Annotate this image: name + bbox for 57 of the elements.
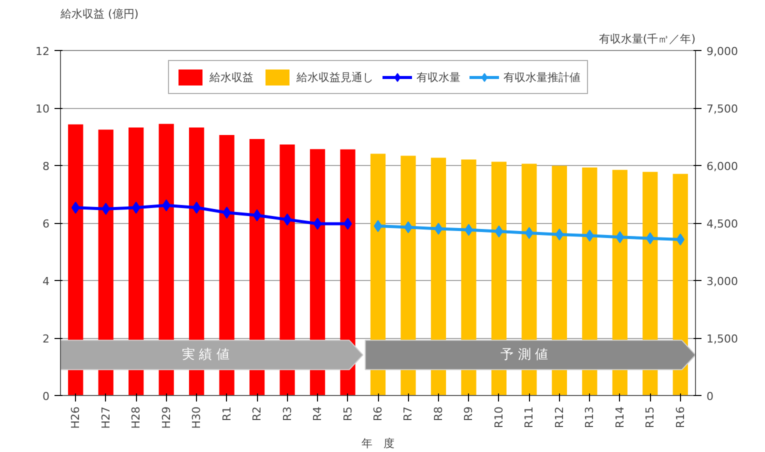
y2-axis-title: 有収水量(千㎥／年) — [598, 32, 696, 46]
y-tick-label: 10 — [36, 102, 50, 116]
y-axis-title: 給水収益 (億円) — [60, 8, 139, 20]
x-tick-label: R3 — [280, 406, 294, 422]
point — [102, 202, 110, 215]
x-tick-label: R6 — [372, 406, 384, 422]
y-tick-label: 6 — [42, 218, 50, 230]
x-tick-label: R11 — [522, 406, 536, 428]
x-tick-label: R13 — [583, 406, 596, 428]
x-tick-label: R2 — [250, 406, 264, 422]
x-tick-label: H29 — [160, 406, 173, 429]
x-tick-label: R16 — [674, 406, 687, 428]
point — [71, 202, 80, 214]
y-tick-label: 0 — [42, 390, 50, 403]
x-tick-label: H27 — [99, 406, 112, 429]
y-tick-label: 2 — [42, 332, 50, 346]
x-axis-title: 年 度 — [362, 436, 394, 450]
x-tick-label: R15 — [644, 406, 657, 428]
x-tick-label: R14 — [613, 406, 626, 428]
x-tick-label: R5 — [341, 406, 354, 422]
point — [374, 220, 382, 232]
x-tick-label: H26 — [69, 406, 82, 429]
x-tick-label: R9 — [462, 406, 476, 422]
point — [494, 225, 504, 238]
point — [646, 232, 654, 244]
y2-tick-label: 6,000 — [706, 160, 738, 173]
x-tick-label: R8 — [432, 406, 445, 422]
y2-tick-label: 7,500 — [706, 102, 738, 116]
y-tick-label: 8 — [42, 160, 50, 173]
y2-tick-label: 0 — [706, 390, 714, 403]
point — [132, 202, 140, 214]
point — [434, 222, 443, 235]
y2-tick-label: 1,500 — [706, 332, 738, 346]
point — [616, 231, 624, 244]
y-tick-label: 4 — [42, 275, 50, 288]
legend-label: 有収水量 — [416, 70, 460, 84]
band-label: 予 測 値 — [500, 347, 548, 362]
point — [192, 202, 201, 214]
y2-tick-label: 9,000 — [706, 45, 738, 58]
y2-tick-label: 3,000 — [706, 275, 738, 288]
x-tick-label: H30 — [190, 406, 204, 429]
y2-tick-label: 4,500 — [706, 218, 738, 230]
x-tick-label: R12 — [552, 406, 566, 428]
point — [555, 228, 564, 240]
legend-label: 給水収益 — [210, 70, 254, 84]
point — [676, 233, 685, 246]
x-tick-label: R10 — [492, 406, 506, 428]
x-tick-label: R4 — [311, 406, 324, 422]
x-tick-label: R7 — [402, 406, 415, 422]
y-tick-label: 12 — [36, 45, 50, 58]
legend-label: 給水収益見通し — [296, 70, 374, 84]
band-label: 実 績 値 — [182, 346, 230, 362]
point — [252, 209, 262, 222]
legend-label: 有収水量推計値 — [504, 70, 580, 84]
x-tick-label: H28 — [130, 406, 143, 429]
point — [313, 218, 322, 230]
x-tick-label: R1 — [220, 406, 234, 422]
